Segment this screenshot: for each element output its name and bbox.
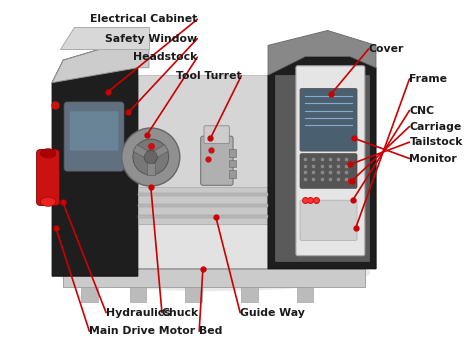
Bar [229, 170, 237, 178]
Bar [147, 163, 155, 175]
Text: Frame: Frame [410, 74, 447, 84]
Polygon shape [275, 75, 368, 261]
Polygon shape [138, 187, 268, 224]
FancyBboxPatch shape [64, 102, 124, 171]
Polygon shape [138, 75, 268, 224]
Text: Hydraulics: Hydraulics [106, 308, 171, 318]
Text: Electrical Cabinet: Electrical Cabinet [90, 14, 197, 24]
Bar [138, 204, 268, 207]
Ellipse shape [40, 197, 56, 206]
Bar [138, 215, 268, 218]
Text: Monitor: Monitor [410, 153, 457, 164]
Bar [129, 287, 146, 302]
FancyBboxPatch shape [70, 111, 118, 151]
Ellipse shape [54, 254, 370, 291]
Circle shape [122, 128, 180, 186]
Text: Safety Window: Safety Window [105, 34, 197, 44]
Text: Chuck: Chuck [162, 308, 199, 318]
Bar [185, 287, 202, 302]
Ellipse shape [40, 149, 56, 158]
FancyBboxPatch shape [36, 149, 60, 206]
Text: Cover: Cover [368, 44, 404, 54]
Text: Carriage: Carriage [410, 121, 462, 131]
FancyBboxPatch shape [204, 126, 229, 144]
Text: CNC: CNC [410, 105, 435, 115]
Polygon shape [52, 49, 149, 83]
Bar [155, 145, 168, 157]
Bar [133, 145, 147, 157]
FancyBboxPatch shape [201, 136, 233, 185]
Bar [138, 193, 268, 196]
Polygon shape [52, 49, 138, 276]
FancyBboxPatch shape [300, 200, 357, 240]
Polygon shape [64, 269, 365, 287]
FancyBboxPatch shape [300, 88, 357, 151]
FancyBboxPatch shape [300, 154, 357, 188]
Text: Main Drive Motor: Main Drive Motor [90, 326, 195, 336]
FancyBboxPatch shape [296, 66, 365, 256]
Bar [229, 160, 237, 167]
Bar [241, 287, 257, 302]
Text: Guide Way: Guide Way [240, 308, 305, 318]
Text: Headstock: Headstock [133, 52, 197, 62]
Polygon shape [268, 31, 376, 75]
Polygon shape [56, 131, 376, 269]
Polygon shape [60, 27, 149, 49]
Bar [136, 152, 151, 163]
Text: Bed: Bed [199, 326, 223, 336]
Polygon shape [268, 56, 376, 269]
Bar [297, 287, 313, 302]
Text: Tailstock: Tailstock [410, 137, 463, 147]
Bar [81, 287, 98, 302]
Circle shape [133, 139, 169, 175]
Circle shape [144, 150, 157, 164]
Bar [229, 149, 237, 157]
Text: Tool Turret: Tool Turret [175, 71, 241, 81]
